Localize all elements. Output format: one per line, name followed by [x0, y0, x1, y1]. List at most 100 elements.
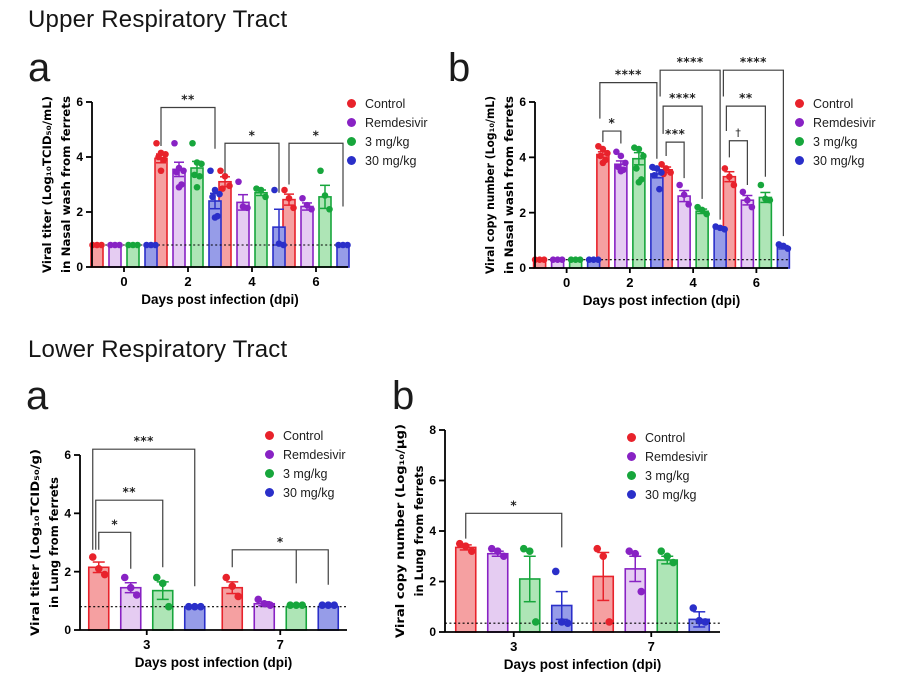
svg-text:****: ****	[677, 55, 704, 69]
control-dot-icon	[265, 431, 274, 440]
30mgkg-dot-icon	[347, 156, 356, 165]
remdesivir-dot-icon	[265, 450, 274, 459]
legend-label: 30 mg/kg	[813, 153, 865, 168]
chart-viral-copy-number-nasal-wash: 0 2 4 6 0 2 4 6 Days post infection (dpi) Viral c…	[483, 55, 792, 308]
legend-item-3mgkg: 3 mg/kg	[795, 132, 876, 151]
legend-label: 3 mg/kg	[813, 134, 858, 149]
chart-viral-copy-number-lung: 0 2 4 6 8 3 7 Days post infection (dpi) Viral co…	[393, 423, 720, 672]
svg-text:Viral copy number (Log₁₀/mL): Viral copy number (Log₁₀/mL)	[483, 96, 497, 274]
legend-item-control: Control	[795, 94, 876, 113]
svg-text:2: 2	[519, 206, 526, 220]
svg-text:2: 2	[626, 275, 633, 290]
legend-upper-a: Control Remdesivir 3 mg/kg 30 mg/kg	[347, 94, 428, 170]
legend-item-3mgkg: 3 mg/kg	[265, 464, 346, 483]
svg-text:3: 3	[143, 637, 150, 652]
30mgkg-dot-icon	[265, 488, 274, 497]
svg-text:Days post infection (dpi): Days post infection (dpi)	[141, 292, 299, 307]
legend-label: Control	[283, 428, 324, 443]
svg-text:Days post infection (dpi): Days post infection (dpi)	[135, 655, 293, 670]
legend-label: Remdesivir	[283, 447, 346, 462]
control-dot-icon	[627, 433, 636, 442]
svg-text:7: 7	[277, 637, 284, 652]
svg-text:2: 2	[429, 575, 436, 589]
section-title-upper-respiratory-tract: Upper Respiratory Tract	[28, 6, 288, 33]
remdesivir-dot-icon	[347, 118, 356, 127]
3mgkg-dot-icon	[347, 137, 356, 146]
legend-item-30mgkg: 30 mg/kg	[265, 483, 346, 502]
legend-label: 3 mg/kg	[365, 134, 410, 149]
svg-text:*: *	[277, 535, 284, 549]
legend-item-3mgkg: 3 mg/kg	[627, 466, 708, 485]
legend-item-30mgkg: 30 mg/kg	[627, 485, 708, 504]
svg-text:0: 0	[429, 625, 436, 639]
svg-text:*: *	[510, 498, 517, 512]
svg-text:0: 0	[76, 260, 83, 274]
legend-item-remdesivir: Remdesivir	[795, 113, 876, 132]
panel-letter-lower-a: a	[26, 374, 49, 418]
legend-item-3mgkg: 3 mg/kg	[347, 132, 428, 151]
svg-text:4: 4	[64, 507, 71, 521]
remdesivir-dot-icon	[627, 452, 636, 461]
legend-label: Control	[645, 430, 686, 445]
svg-text:*: *	[111, 517, 118, 531]
svg-text:3: 3	[510, 639, 517, 654]
svg-text:***: ***	[665, 127, 686, 141]
3mgkg-dot-icon	[795, 137, 804, 146]
svg-text:****: ****	[615, 68, 642, 82]
legend-label: 30 mg/kg	[365, 153, 417, 168]
legend-label: 30 mg/kg	[283, 485, 335, 500]
svg-text:*: *	[249, 128, 256, 142]
legend-label: 3 mg/kg	[283, 466, 328, 481]
control-dot-icon	[347, 99, 356, 108]
svg-text:in Lung from ferrets: in Lung from ferrets	[412, 465, 426, 596]
svg-text:2: 2	[184, 274, 191, 289]
legend-label: Remdesivir	[645, 449, 708, 464]
legend-item-remdesivir: Remdesivir	[627, 447, 708, 466]
chart-viral-titer-lung: 0 2 4 6 3 7 Days post infection (dpi) Viral tit…	[28, 434, 347, 670]
svg-text:**: **	[181, 93, 195, 107]
30mgkg-dot-icon	[795, 156, 804, 165]
legend-label: Remdesivir	[365, 115, 428, 130]
legend-item-30mgkg: 30 mg/kg	[347, 151, 428, 170]
svg-text:Viral titer (Log₁₀TCID₅₀/mL): Viral titer (Log₁₀TCID₅₀/mL)	[40, 96, 54, 273]
svg-text:6: 6	[753, 275, 760, 290]
svg-text:4: 4	[690, 275, 698, 290]
svg-text:6: 6	[429, 474, 436, 488]
legend-label: Control	[813, 96, 854, 111]
svg-text:7: 7	[648, 639, 655, 654]
legend-label: Control	[365, 96, 406, 111]
svg-text:6: 6	[519, 95, 526, 109]
svg-text:6: 6	[76, 95, 83, 109]
3mgkg-dot-icon	[265, 469, 274, 478]
legend-label: 30 mg/kg	[645, 487, 697, 502]
svg-text:0: 0	[120, 274, 127, 289]
legend-item-remdesivir: Remdesivir	[265, 445, 346, 464]
legend-lower-b: Control Remdesivir 3 mg/kg 30 mg/kg	[627, 428, 708, 504]
svg-text:4: 4	[248, 274, 256, 289]
svg-text:0: 0	[64, 623, 71, 637]
svg-text:****: ****	[740, 55, 767, 69]
remdesivir-dot-icon	[795, 118, 804, 127]
legend-item-control: Control	[265, 426, 346, 445]
panel-letter-upper-b: b	[448, 46, 471, 90]
section-title-lower-respiratory-tract: Lower Respiratory Tract	[28, 336, 288, 363]
svg-text:8: 8	[429, 423, 436, 437]
svg-text:*: *	[608, 116, 615, 130]
svg-text:6: 6	[312, 274, 319, 289]
svg-text:Viral titer (Log₁₀TCID₅₀/g): Viral titer (Log₁₀TCID₅₀/g)	[28, 449, 42, 636]
legend-label: Remdesivir	[813, 115, 876, 130]
3mgkg-dot-icon	[627, 471, 636, 480]
panel-letter-upper-a: a	[28, 46, 51, 90]
legend-item-control: Control	[347, 94, 428, 113]
30mgkg-dot-icon	[627, 490, 636, 499]
legend-item-30mgkg: 30 mg/kg	[795, 151, 876, 170]
svg-text:in Nasal wash from ferrets: in Nasal wash from ferrets	[59, 96, 73, 273]
legend-upper-b: Control Remdesivir 3 mg/kg 30 mg/kg	[795, 94, 876, 170]
svg-text:**: **	[122, 485, 136, 499]
svg-text:4: 4	[429, 524, 436, 538]
svg-text:2: 2	[64, 565, 71, 579]
panel-letter-lower-b: b	[392, 374, 415, 418]
svg-text:in Lung from ferrets: in Lung from ferrets	[47, 477, 61, 608]
legend-item-remdesivir: Remdesivir	[347, 113, 428, 132]
